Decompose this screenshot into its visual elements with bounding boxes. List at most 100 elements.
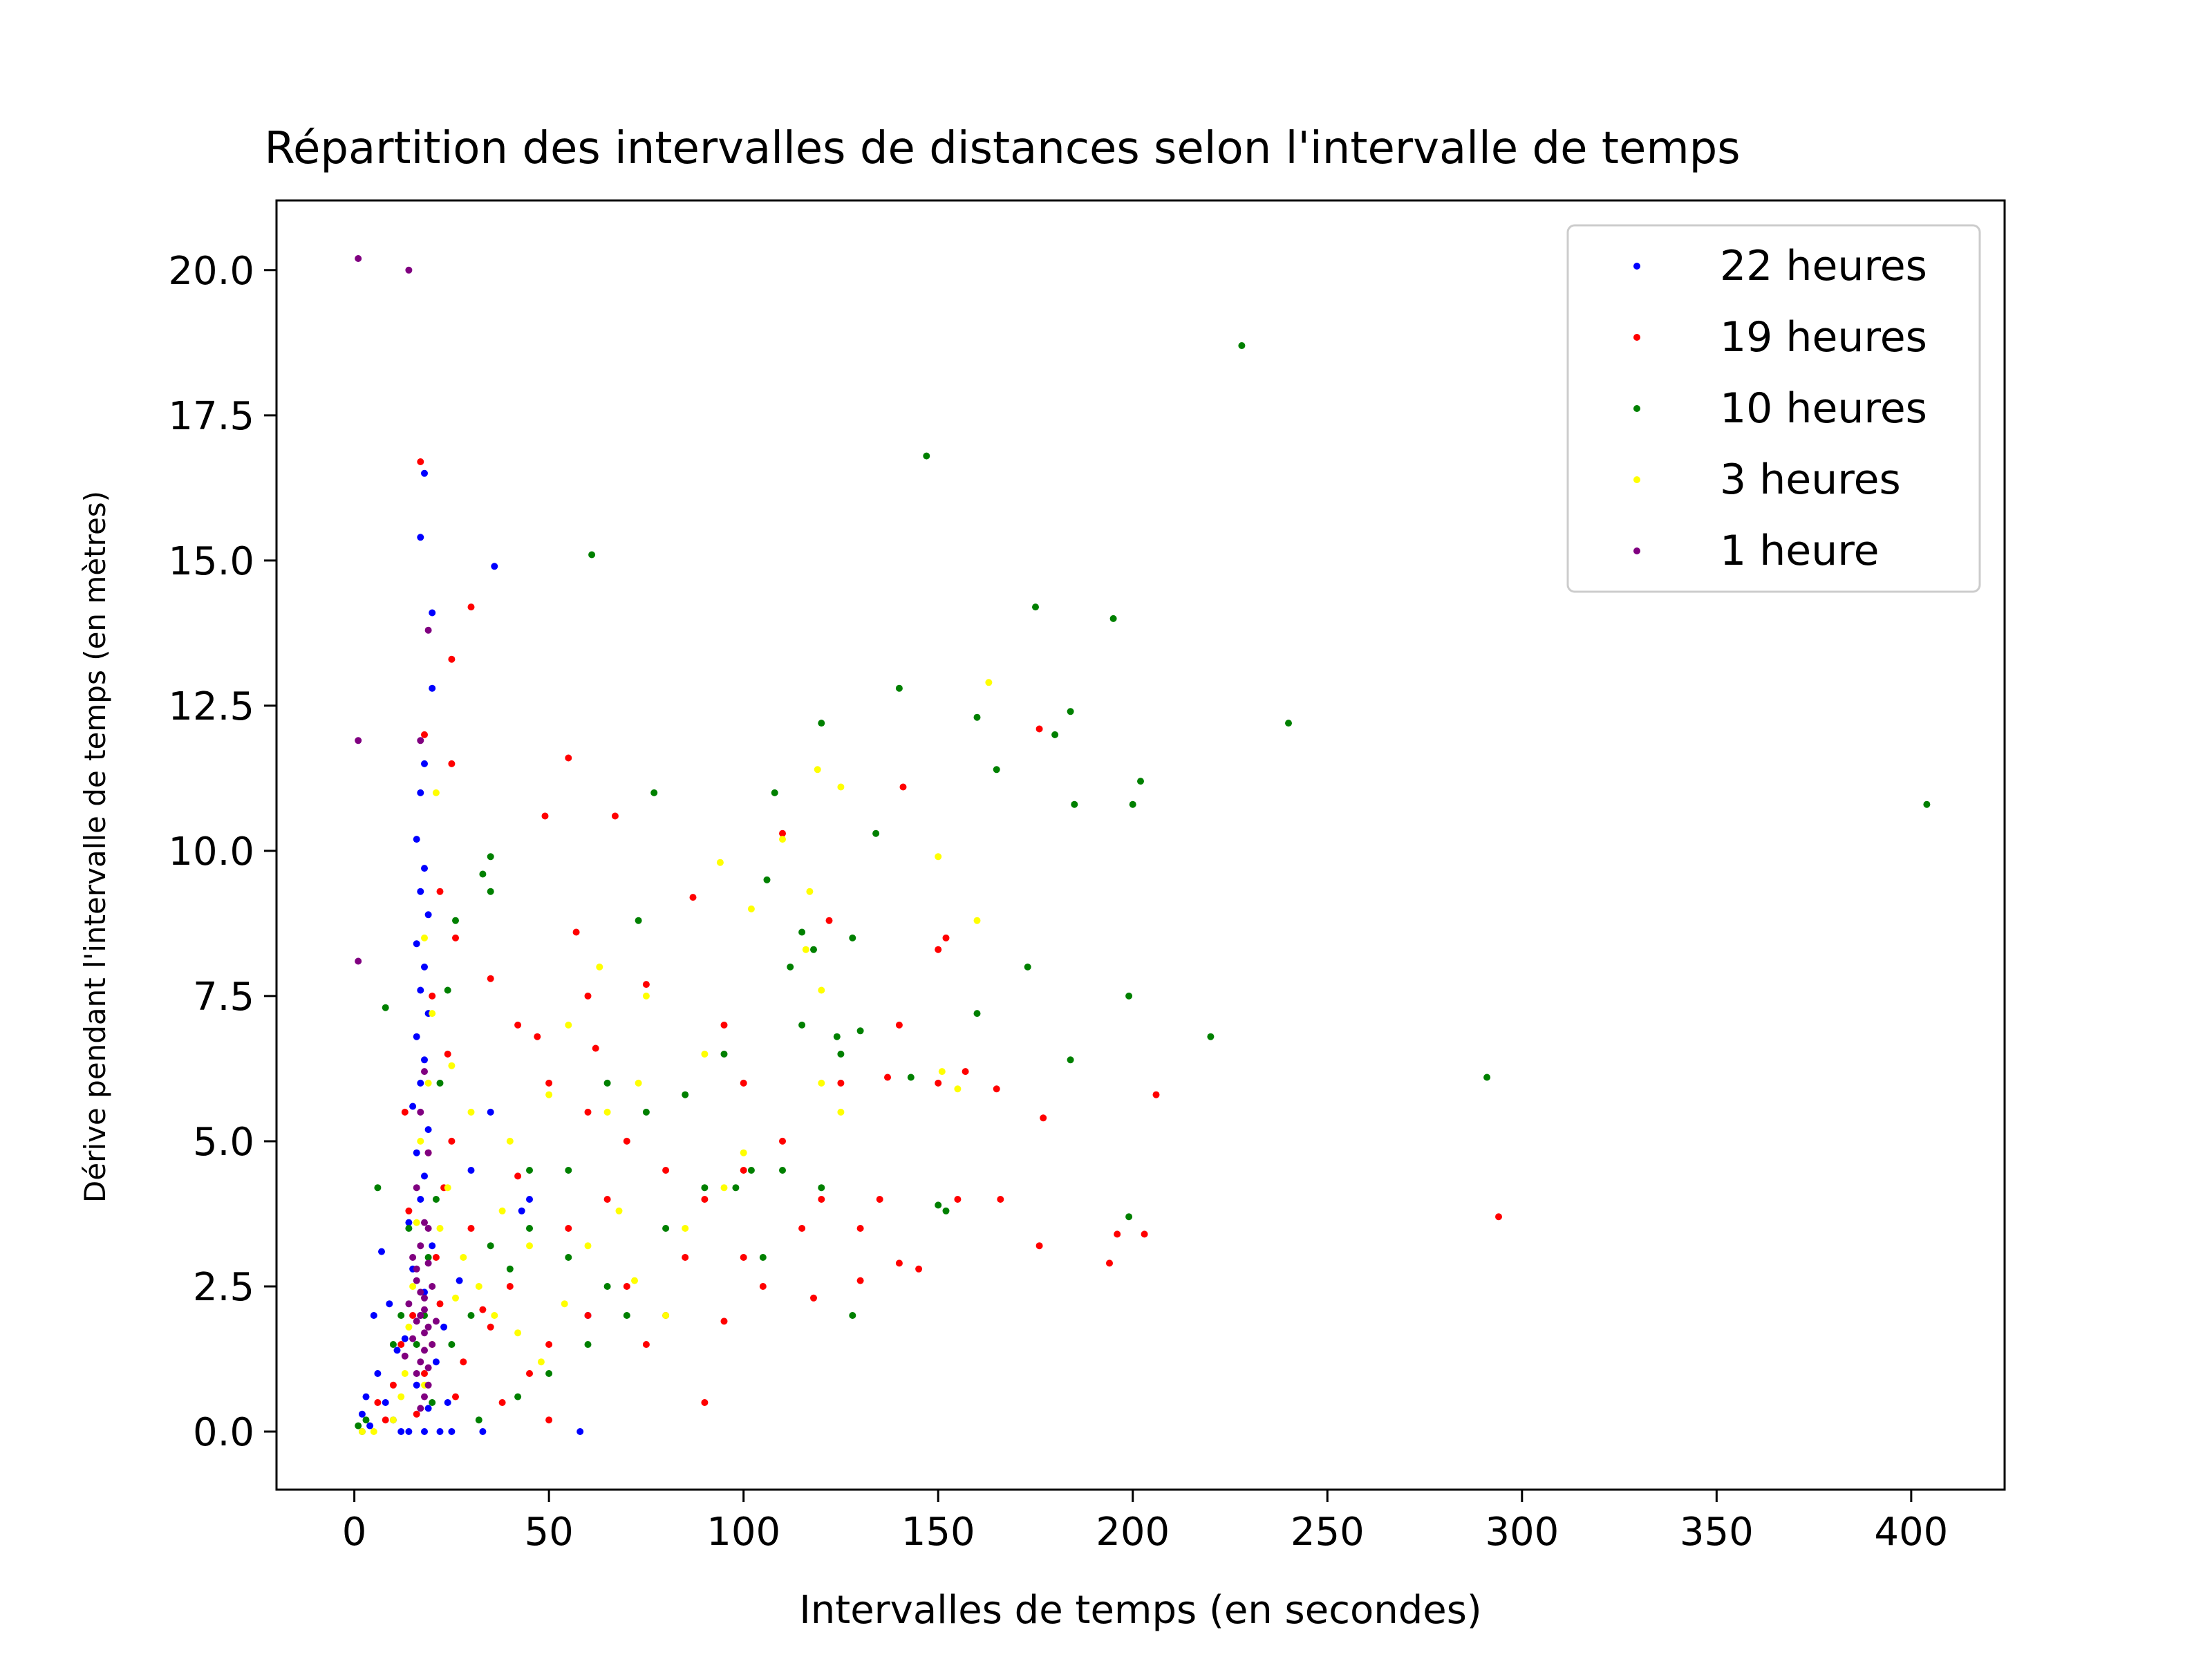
data-point — [849, 934, 856, 941]
data-point — [899, 783, 907, 791]
data-point — [460, 1254, 467, 1261]
data-point — [452, 1393, 459, 1400]
data-point — [362, 1416, 370, 1424]
data-point — [779, 836, 786, 843]
data-point — [1923, 800, 1931, 808]
data-point — [397, 1393, 405, 1400]
data-point — [923, 452, 930, 460]
data-point — [642, 1341, 650, 1348]
data-point — [417, 1358, 424, 1366]
data-point — [603, 1283, 611, 1290]
legend-box — [1566, 224, 1981, 593]
data-point — [378, 1248, 385, 1255]
data-point — [907, 1074, 915, 1081]
x-axis: 0 50 100 150 200 250 300 350 400 — [342, 1490, 1948, 1555]
data-point — [432, 1358, 440, 1366]
data-point — [405, 1300, 413, 1308]
data-point — [366, 1422, 374, 1430]
data-point — [393, 1347, 401, 1354]
data-point — [565, 1225, 572, 1232]
data-point — [720, 1318, 728, 1325]
data-point — [405, 1428, 413, 1435]
data-point — [386, 1300, 393, 1308]
data-point — [413, 1410, 420, 1418]
data-point — [1032, 603, 1039, 611]
data-point — [424, 1149, 432, 1156]
data-point — [623, 1137, 630, 1145]
data-point — [424, 1364, 432, 1371]
data-point — [475, 1283, 482, 1290]
data-point — [421, 865, 428, 872]
data-point — [432, 1196, 440, 1203]
data-point — [689, 894, 697, 901]
data-point — [452, 934, 459, 941]
legend-marker — [1633, 334, 1640, 341]
data-point — [856, 1027, 864, 1035]
y-tick-label: 2.5 — [193, 1265, 254, 1310]
data-point — [514, 1021, 522, 1029]
data-point — [467, 1312, 475, 1319]
data-point — [856, 1225, 864, 1232]
data-point — [763, 876, 771, 883]
data-point — [662, 1225, 670, 1232]
data-point — [421, 1370, 428, 1377]
data-point — [682, 1091, 689, 1098]
data-point — [592, 1044, 599, 1052]
data-point — [374, 1399, 382, 1406]
data-point — [460, 1358, 467, 1366]
data-point — [436, 1300, 444, 1308]
chart-title: Répartition des intervalles de distances… — [264, 123, 1740, 174]
data-point — [935, 853, 942, 861]
data-point — [872, 830, 880, 837]
data-point — [413, 836, 420, 843]
data-point — [436, 888, 444, 895]
data-point — [603, 1196, 611, 1203]
data-point — [506, 1283, 514, 1290]
data-point — [623, 1283, 630, 1290]
data-point — [436, 1079, 444, 1087]
data-point — [487, 1108, 494, 1116]
data-point — [491, 1312, 498, 1319]
data-point — [682, 1254, 689, 1261]
data-point — [421, 934, 428, 941]
x-tick-label: 300 — [1485, 1510, 1559, 1555]
data-point — [787, 963, 794, 971]
data-point — [417, 1242, 424, 1250]
data-point — [537, 1358, 545, 1366]
data-point — [740, 1167, 747, 1174]
data-point — [413, 1219, 420, 1226]
legend-entry-label: 10 heures — [1720, 384, 1927, 433]
data-point — [1129, 800, 1136, 808]
legend-entry-label: 22 heures — [1720, 242, 1927, 290]
data-point — [1125, 992, 1133, 1000]
data-point — [779, 1167, 786, 1174]
y-tick-label: 20.0 — [168, 249, 254, 294]
data-point — [421, 1172, 428, 1180]
data-point — [720, 1050, 728, 1058]
data-point — [424, 1323, 432, 1331]
data-point — [358, 1410, 366, 1418]
data-point — [382, 1399, 389, 1406]
data-point — [424, 1405, 432, 1412]
data-point — [993, 1085, 1000, 1093]
data-point — [421, 1329, 428, 1337]
data-point — [405, 266, 413, 274]
legend-marker — [1633, 547, 1640, 554]
data-point — [584, 1312, 592, 1319]
data-point — [429, 1399, 436, 1406]
data-point — [526, 1196, 533, 1203]
data-point — [747, 905, 755, 912]
data-point — [409, 1103, 417, 1110]
data-point — [405, 1219, 413, 1226]
data-point — [401, 1370, 409, 1377]
data-point — [740, 1149, 747, 1156]
data-point — [635, 917, 642, 924]
data-point — [884, 1074, 891, 1081]
data-point — [429, 609, 436, 617]
data-point — [818, 1184, 825, 1192]
data-point — [825, 917, 833, 924]
data-point — [565, 1254, 572, 1261]
data-point — [421, 1056, 428, 1064]
data-point — [409, 1254, 417, 1261]
data-point — [429, 1283, 436, 1290]
